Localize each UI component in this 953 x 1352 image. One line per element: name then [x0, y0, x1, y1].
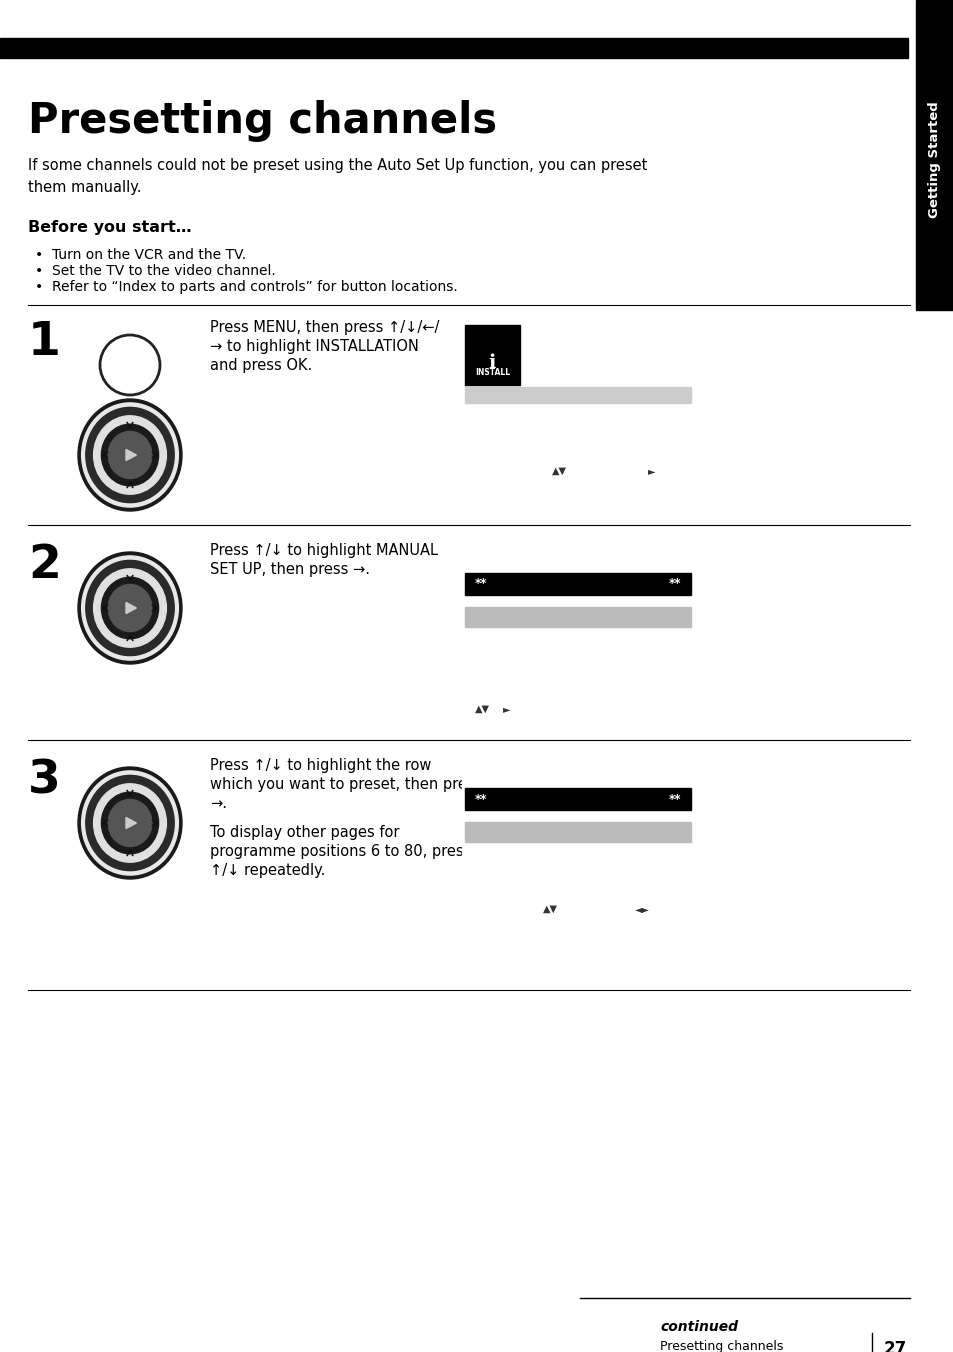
Text: Set the TV to the video channel.: Set the TV to the video channel. [52, 264, 275, 279]
Ellipse shape [101, 577, 158, 638]
Bar [462, 324, 692, 489]
Text: •: • [35, 247, 43, 262]
Text: →.: →. [210, 796, 227, 811]
Text: 1: 1 [28, 320, 61, 365]
Text: ▲▼: ▲▼ [542, 904, 558, 914]
Bar [462, 548, 692, 727]
Text: ▲▼: ▲▼ [552, 466, 566, 476]
Text: which you want to preset, then press: which you want to preset, then press [210, 777, 482, 792]
Ellipse shape [93, 569, 166, 648]
Polygon shape [126, 818, 136, 829]
Polygon shape [126, 603, 136, 614]
Text: ▲▼: ▲▼ [475, 704, 490, 714]
Ellipse shape [78, 399, 182, 511]
Text: and press OK.: and press OK. [210, 358, 312, 373]
Text: If some channels could not be preset using the Auto Set Up function, you can pre: If some channels could not be preset usi… [28, 158, 647, 195]
Text: programme positions 6 to 80, press: programme positions 6 to 80, press [210, 844, 471, 859]
Ellipse shape [108, 799, 152, 846]
Text: 2: 2 [28, 544, 61, 588]
Text: ◄►: ◄► [635, 904, 649, 914]
Text: INSTALL: INSTALL [475, 368, 510, 377]
Text: 27: 27 [882, 1340, 905, 1352]
Text: 3: 3 [28, 758, 61, 803]
Text: ►: ► [502, 704, 510, 714]
Text: Press ↑/↓ to highlight the row: Press ↑/↓ to highlight the row [210, 758, 431, 773]
Text: Press MENU, then press ↑/↓/←/: Press MENU, then press ↑/↓/←/ [210, 320, 439, 335]
Text: Press ↑/↓ to highlight MANUAL: Press ↑/↓ to highlight MANUAL [210, 544, 437, 558]
Ellipse shape [93, 416, 166, 495]
Text: **: ** [668, 577, 680, 591]
Text: Presetting channels: Presetting channels [28, 100, 497, 142]
Text: SET UP, then press →.: SET UP, then press →. [210, 562, 370, 577]
Text: **: ** [475, 577, 487, 591]
Ellipse shape [86, 407, 174, 503]
Text: ↑/↓ repeatedly.: ↑/↓ repeatedly. [210, 863, 325, 877]
Ellipse shape [86, 776, 174, 871]
Ellipse shape [101, 425, 158, 485]
Ellipse shape [93, 784, 166, 863]
Bar [462, 763, 692, 927]
Ellipse shape [82, 771, 178, 875]
Bar [464, 387, 690, 403]
Bar [915, 0, 953, 310]
Ellipse shape [82, 556, 178, 660]
Text: ►: ► [647, 466, 655, 476]
Ellipse shape [78, 767, 182, 879]
Text: •: • [35, 264, 43, 279]
Ellipse shape [108, 431, 152, 479]
Text: Getting Started: Getting Started [927, 101, 941, 219]
Bar [464, 788, 690, 810]
Text: **: ** [668, 792, 680, 806]
Bar [464, 822, 690, 842]
Text: Refer to “Index to parts and controls” for button locations.: Refer to “Index to parts and controls” f… [52, 280, 457, 293]
Text: **: ** [475, 792, 487, 806]
Ellipse shape [78, 552, 182, 664]
Text: continued: continued [659, 1320, 738, 1334]
Text: To display other pages for: To display other pages for [210, 825, 399, 840]
Ellipse shape [82, 403, 178, 507]
Ellipse shape [108, 584, 152, 631]
Bar [464, 607, 690, 627]
Ellipse shape [101, 792, 158, 854]
Ellipse shape [86, 560, 174, 656]
Text: ℹ: ℹ [488, 353, 496, 373]
Polygon shape [126, 449, 136, 461]
Bar [0, 38, 907, 58]
Text: •: • [35, 280, 43, 293]
Bar [464, 324, 519, 385]
Bar [464, 573, 690, 595]
Text: Presetting channels: Presetting channels [659, 1340, 782, 1352]
Text: → to highlight INSTALLATION: → to highlight INSTALLATION [210, 339, 418, 354]
Text: Before you start…: Before you start… [28, 220, 192, 235]
Text: Turn on the VCR and the TV.: Turn on the VCR and the TV. [52, 247, 246, 262]
